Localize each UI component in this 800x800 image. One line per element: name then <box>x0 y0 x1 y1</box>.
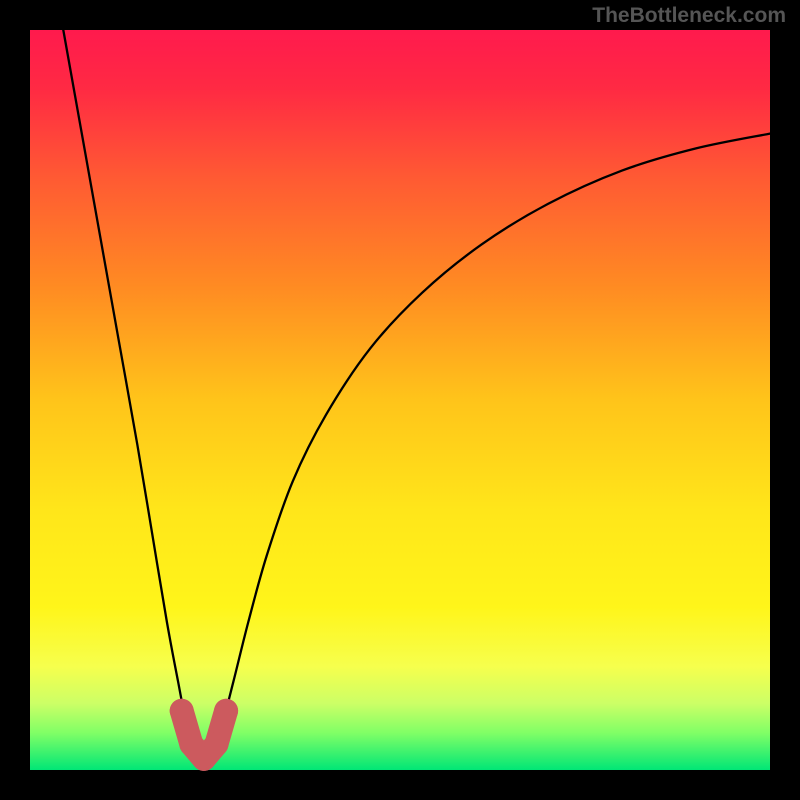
dip-marker-dot <box>204 732 228 756</box>
watermark-text: TheBottleneck.com <box>592 4 786 28</box>
plot-background <box>30 30 770 770</box>
dip-marker-dot <box>214 699 238 723</box>
chart-svg <box>0 0 800 800</box>
dip-marker-dot <box>170 699 194 723</box>
chart-container: TheBottleneck.com <box>0 0 800 800</box>
